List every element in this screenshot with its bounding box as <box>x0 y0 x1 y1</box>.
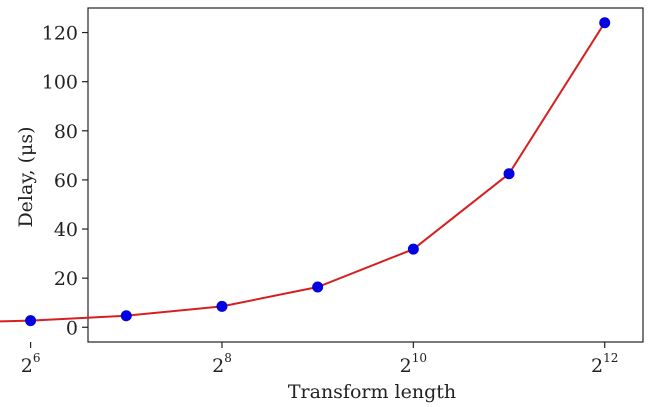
x-tick-exponent: 12 <box>603 351 618 365</box>
y-tick-label: 100 <box>42 72 78 94</box>
y-tick-label: 0 <box>66 317 78 339</box>
data-point <box>503 168 515 180</box>
data-point <box>120 310 132 322</box>
x-tick-exponent: 6 <box>33 351 41 365</box>
x-tick-label: 212 <box>591 351 618 377</box>
series-line <box>0 22 606 323</box>
data-point <box>25 315 37 327</box>
x-ticks: 242628210212 <box>21 342 618 377</box>
y-tick-label: 120 <box>42 23 78 45</box>
x-tick-base: 2 <box>591 355 603 377</box>
data-point <box>312 281 324 293</box>
y-axis-label: Delay, (μs) <box>15 126 37 227</box>
x-tick-label: 28 <box>212 351 232 377</box>
x-tick-exponent: 10 <box>412 351 427 365</box>
y-ticks: 0 20 40 60 80 100 120 <box>42 23 88 339</box>
x-tick-base: 2 <box>21 355 33 377</box>
data-point <box>407 243 419 255</box>
x-tick-label: 26 <box>21 351 41 377</box>
y-tick-label: 60 <box>54 170 78 192</box>
x-tick-base: 2 <box>400 355 412 377</box>
data-point <box>599 17 611 29</box>
series-group <box>0 17 611 327</box>
y-tick-label: 40 <box>54 219 78 241</box>
data-point <box>216 300 228 312</box>
x-axis-label: Transform length <box>288 381 456 403</box>
x-tick-base: 2 <box>212 355 224 377</box>
y-tick-label: 20 <box>54 268 78 290</box>
x-tick-exponent: 8 <box>224 351 232 365</box>
x-tick-label: 210 <box>400 351 427 377</box>
y-tick-label: 80 <box>54 121 78 143</box>
plot-frame <box>87 7 644 343</box>
